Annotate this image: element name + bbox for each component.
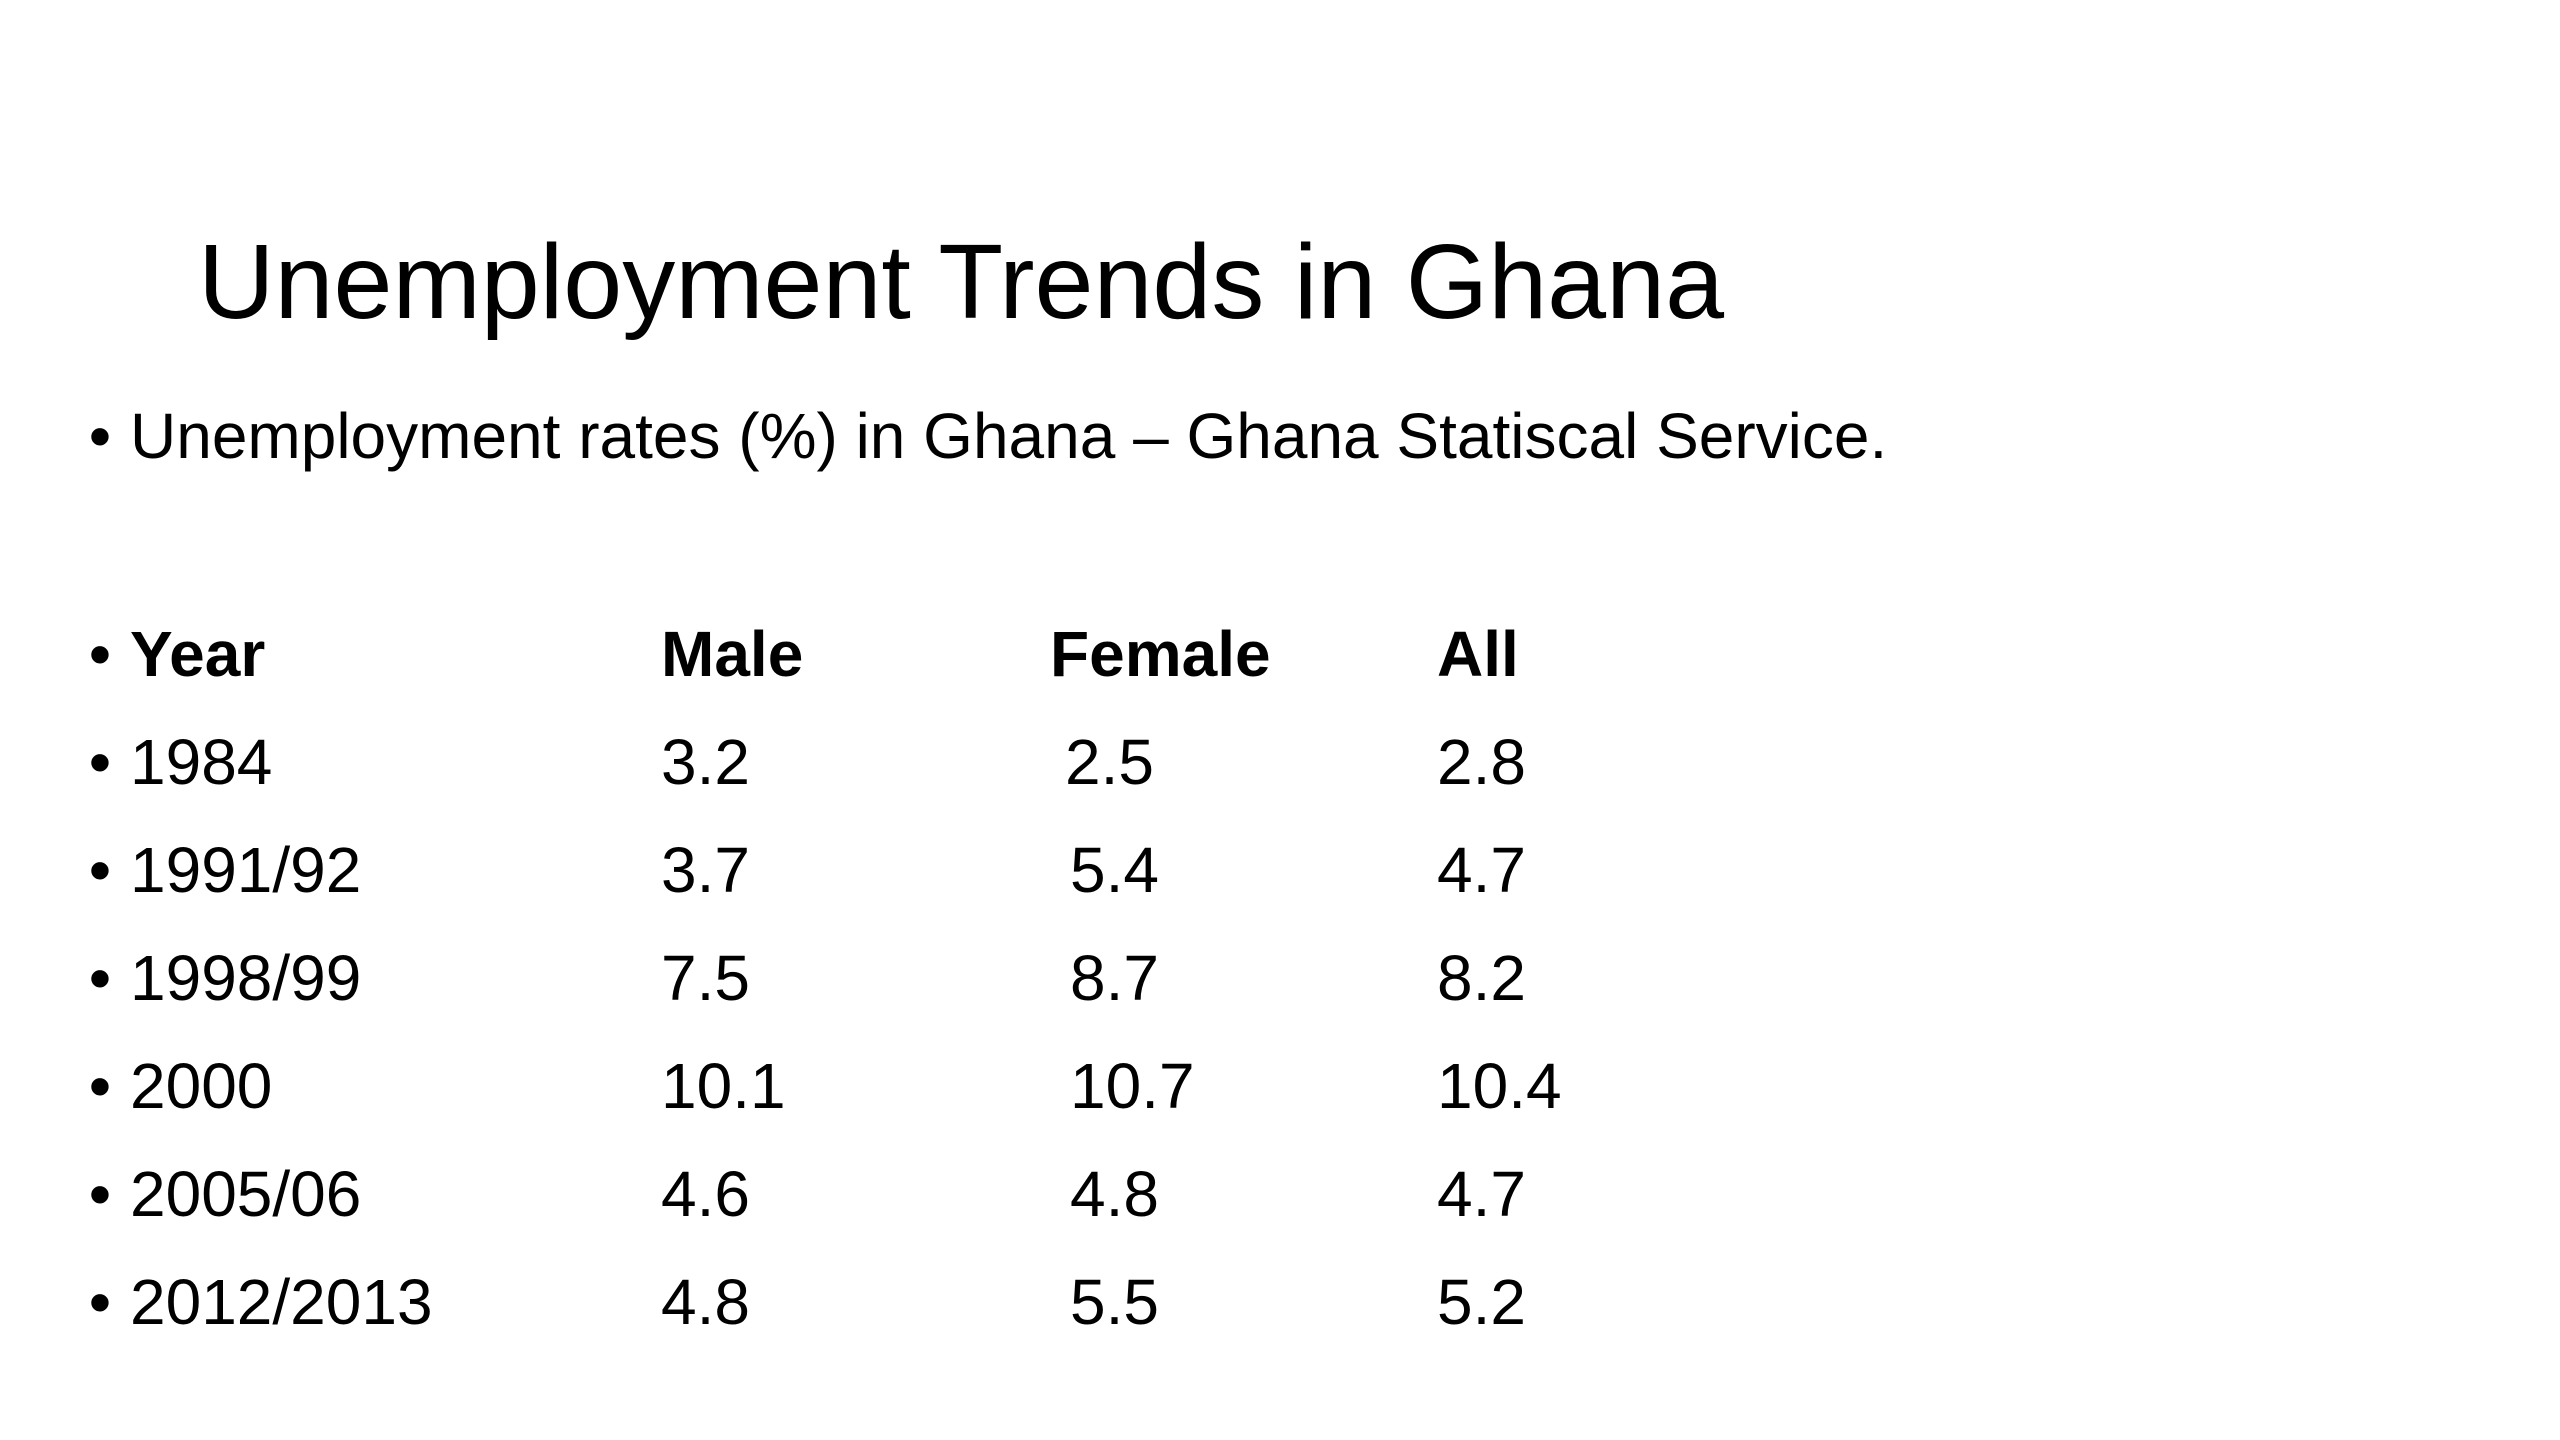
cell-all: 4.7 <box>1437 834 1526 906</box>
cell-female: 2.5 <box>1065 726 1154 798</box>
bullet-icon: • <box>88 1158 112 1230</box>
bullet-icon: • <box>88 1266 112 1338</box>
header-year: Year <box>130 618 266 690</box>
bullet-icon: • <box>88 942 112 1014</box>
header-male: Male <box>661 618 804 690</box>
bullet-icon: • <box>88 726 112 798</box>
bullet-icon: • <box>88 834 112 906</box>
slide-title: Unemployment Trends in Ghana <box>198 223 1725 341</box>
cell-all: 2.8 <box>1437 726 1526 798</box>
bullet-icon: • <box>88 400 112 472</box>
cell-female: 4.8 <box>1070 1158 1159 1230</box>
cell-male: 3.7 <box>661 834 750 906</box>
cell-year: 1998/99 <box>130 942 362 1014</box>
cell-male: 7.5 <box>661 942 750 1014</box>
cell-year: 2012/2013 <box>130 1266 433 1338</box>
cell-male: 10.1 <box>661 1050 786 1122</box>
cell-year: 1984 <box>130 726 273 798</box>
cell-female: 5.4 <box>1070 834 1159 906</box>
cell-female: 10.7 <box>1070 1050 1195 1122</box>
cell-all: 4.7 <box>1437 1158 1526 1230</box>
cell-male: 4.8 <box>661 1266 750 1338</box>
cell-all: 10.4 <box>1437 1050 1562 1122</box>
cell-male: 3.2 <box>661 726 750 798</box>
cell-year: 2000 <box>130 1050 273 1122</box>
cell-year: 1991/92 <box>130 834 362 906</box>
header-all: All <box>1437 618 1519 690</box>
cell-all: 8.2 <box>1437 942 1526 1014</box>
cell-female: 5.5 <box>1070 1266 1159 1338</box>
cell-male: 4.6 <box>661 1158 750 1230</box>
bullet-icon: • <box>88 1050 112 1122</box>
cell-year: 2005/06 <box>130 1158 362 1230</box>
cell-female: 8.7 <box>1070 942 1159 1014</box>
header-female: Female <box>1050 618 1271 690</box>
bullet-icon: • <box>88 618 112 690</box>
subtitle-text: Unemployment rates (%) in Ghana – Ghana … <box>130 400 1888 472</box>
cell-all: 5.2 <box>1437 1266 1526 1338</box>
